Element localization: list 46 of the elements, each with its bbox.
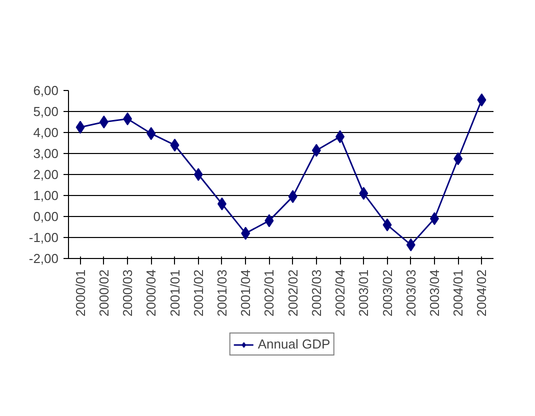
x-tick-label: 2002/02 xyxy=(285,269,300,316)
y-tick-label: -2,00 xyxy=(28,251,59,266)
x-tick-label: 2002/04 xyxy=(332,269,348,316)
point xyxy=(170,138,180,152)
x-tick-label: 2001/03 xyxy=(214,269,230,316)
point xyxy=(336,130,345,144)
y-tick-label: 5,00 xyxy=(33,104,59,119)
point xyxy=(194,168,203,181)
point xyxy=(382,218,392,232)
point xyxy=(123,112,132,126)
y-tick-label: 1,00 xyxy=(33,188,59,203)
y-tick-label: 0,00 xyxy=(33,209,59,224)
y-tick-label: 2,00 xyxy=(33,167,59,182)
point xyxy=(288,190,298,204)
y-tick-label: 4,00 xyxy=(33,125,59,140)
point xyxy=(217,197,226,210)
point xyxy=(241,226,250,240)
point xyxy=(76,120,85,134)
x-tick-label: 2003/01 xyxy=(356,269,372,316)
x-tick-label: 2000/03 xyxy=(120,269,136,316)
x-tick-label: 2002/03 xyxy=(308,269,324,316)
point xyxy=(454,152,463,166)
x-tick-label: 2003/04 xyxy=(426,269,442,316)
legend-label: Annual GDP xyxy=(258,336,330,352)
x-tick-label: 2000/01 xyxy=(72,269,88,316)
x-tick-label: 2002/01 xyxy=(262,269,277,316)
point xyxy=(146,127,156,140)
point xyxy=(99,116,108,128)
x-tick-label: 2000/04 xyxy=(144,269,159,316)
x-tick-label: 2003/03 xyxy=(403,269,418,316)
x-tick-label: 2000/02 xyxy=(96,269,112,316)
y-tick-label: -1,00 xyxy=(28,230,59,245)
point xyxy=(359,186,368,200)
point xyxy=(312,144,321,157)
x-tick-label: 2001/04 xyxy=(238,269,254,316)
point xyxy=(264,214,274,228)
point xyxy=(430,212,439,226)
x-tick-label: 2004/01 xyxy=(450,269,466,316)
x-tick-label: 2003/02 xyxy=(380,269,395,316)
point xyxy=(477,93,486,106)
point xyxy=(406,238,416,252)
y-tick-label: 3,00 xyxy=(33,146,59,161)
x-tick-label: 2001/02 xyxy=(190,269,206,316)
y-tick-label: 6,00 xyxy=(33,83,59,98)
x-tick-label: 2004/02 xyxy=(474,269,490,316)
x-tick-label: 2001/01 xyxy=(167,269,182,316)
